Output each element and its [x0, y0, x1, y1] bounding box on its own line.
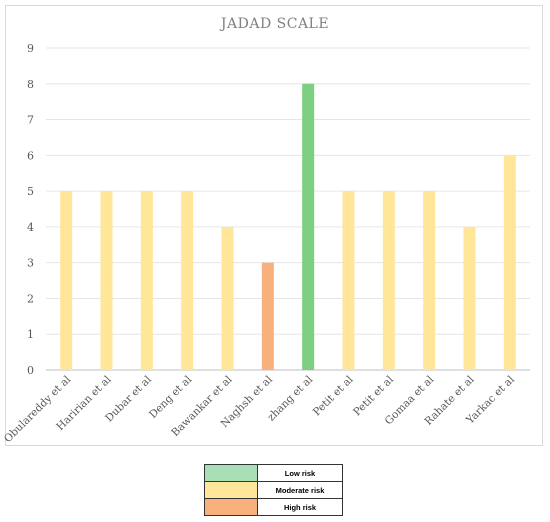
legend-row-moderate: Moderate risk — [204, 481, 343, 499]
bar — [503, 155, 516, 370]
x-tick-label: Petit et al — [311, 373, 356, 418]
bar — [342, 191, 355, 370]
legend-table: Low risk Moderate risk High risk — [204, 464, 343, 516]
bars — [60, 83, 516, 371]
y-tick-label: 4 — [27, 221, 34, 234]
legend-label-low: Low risk — [257, 464, 343, 482]
legend-swatch-low — [204, 464, 258, 482]
legend-row-high: High risk — [204, 498, 343, 516]
bar — [463, 226, 476, 370]
y-tick-label: 3 — [27, 257, 34, 270]
y-tick-label: 2 — [27, 292, 34, 305]
legend-label-moderate: Moderate risk — [257, 481, 343, 499]
legend-row-low: Low risk — [204, 464, 343, 482]
bar — [140, 191, 153, 370]
chart-title: JADAD SCALE — [219, 16, 329, 32]
bar — [302, 83, 315, 371]
y-tick-label: 8 — [27, 78, 34, 91]
gridlines — [46, 47, 530, 371]
y-tick-label: 9 — [27, 42, 34, 55]
x-tick-label: Obulareddy et al — [2, 373, 74, 445]
legend-swatch-moderate — [204, 481, 258, 499]
bar — [261, 262, 274, 370]
bar — [181, 191, 194, 370]
y-tick-label: 6 — [27, 149, 34, 162]
y-axis-ticks: 0 1 2 3 4 5 6 7 8 9 — [27, 42, 34, 377]
bar — [423, 191, 436, 370]
y-tick-label: 7 — [27, 114, 34, 127]
y-tick-label: 0 — [27, 364, 34, 377]
legend-label-high: High risk — [257, 498, 343, 516]
bar — [100, 191, 113, 370]
y-tick-label: 5 — [27, 185, 34, 198]
bar — [221, 226, 234, 370]
legend-swatch-high — [204, 498, 258, 516]
bar — [60, 191, 73, 370]
chart-frame — [5, 5, 543, 446]
bar — [382, 191, 395, 370]
y-tick-label: 1 — [27, 328, 34, 341]
bar-chart: JADAD SCALE 0 1 2 3 4 5 6 7 8 9 Obulareddy et alH… — [2, 16, 530, 445]
